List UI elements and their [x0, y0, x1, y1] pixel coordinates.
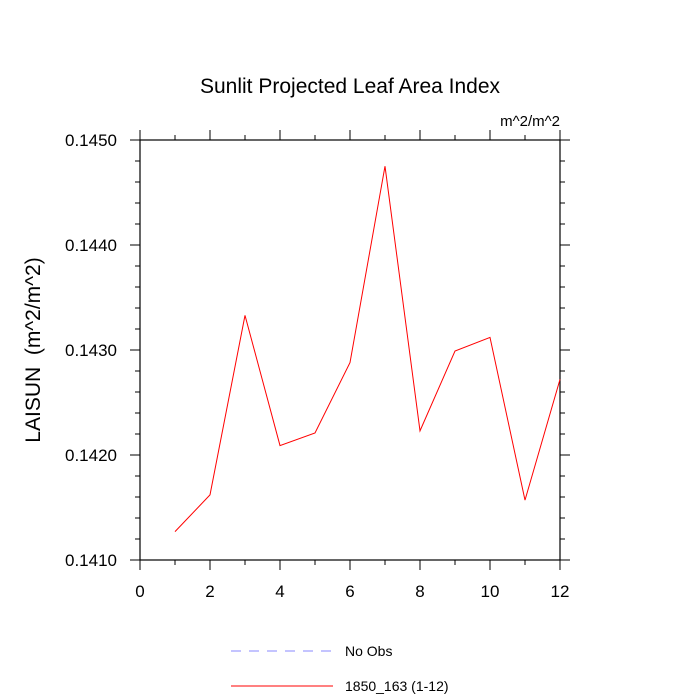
- x-tick-label: 8: [415, 582, 424, 601]
- x-tick-label: 4: [275, 582, 284, 601]
- x-tick-label: 12: [551, 582, 570, 601]
- y-axis-label: LAISUN (m^2/m^2): [22, 257, 45, 442]
- plot-frame: [139, 139, 561, 561]
- y-tick-label: 0.1440: [65, 236, 117, 255]
- legend-label-series: 1850_163 (1-12): [345, 678, 449, 694]
- chart-title: Sunlit Projected Leaf Area Index: [200, 75, 501, 98]
- series-line: [174, 166, 561, 532]
- x-tick-label: 10: [481, 582, 500, 601]
- y-tick-label: 0.1420: [65, 446, 117, 465]
- y-tick-label: 0.1450: [65, 131, 117, 150]
- y-tick-label: 0.1430: [65, 341, 117, 360]
- series-layer: [174, 166, 561, 532]
- axis-ticks: [130, 130, 570, 570]
- legend-label-no-obs: No Obs: [345, 643, 392, 659]
- x-tick-label: 2: [205, 582, 214, 601]
- x-tick-label: 6: [345, 582, 354, 601]
- units-label: m^2/m^2: [500, 113, 560, 130]
- x-tick-label: 0: [135, 582, 144, 601]
- y-tick-labels: 0.1410 0.1420 0.1430 0.1440 0.1450: [65, 131, 117, 570]
- y-tick-label: 0.1410: [65, 551, 117, 570]
- x-tick-labels: 0 2 4 6 8 10 12: [135, 582, 569, 601]
- legend: No Obs 1850_163 (1-12): [231, 643, 449, 694]
